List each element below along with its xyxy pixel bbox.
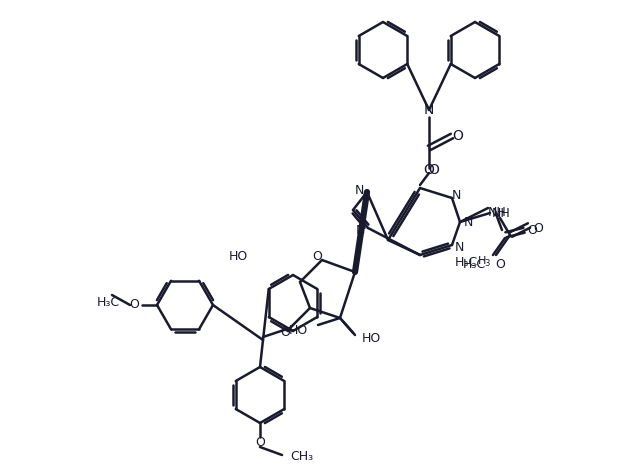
Text: N: N <box>424 103 434 117</box>
Text: HO: HO <box>362 331 381 345</box>
Text: CH₃: CH₃ <box>290 451 313 463</box>
Text: O: O <box>452 129 463 143</box>
Text: H₃C: H₃C <box>455 256 478 268</box>
Text: O: O <box>280 327 290 339</box>
Text: O: O <box>495 258 505 271</box>
Text: O: O <box>424 163 435 177</box>
Text: O: O <box>527 224 537 236</box>
Text: N: N <box>451 188 461 202</box>
Text: 3: 3 <box>484 258 490 267</box>
Text: N: N <box>454 241 464 253</box>
Text: NH: NH <box>488 205 507 219</box>
Text: H₃C: H₃C <box>97 296 120 308</box>
Text: O: O <box>312 251 322 264</box>
Text: O: O <box>429 163 440 177</box>
Text: HO: HO <box>289 323 308 337</box>
Text: HO: HO <box>228 251 248 264</box>
Text: N: N <box>355 183 364 196</box>
Text: H₃C: H₃C <box>463 258 486 271</box>
Text: H: H <box>478 256 486 266</box>
Text: N: N <box>463 216 473 228</box>
Text: O: O <box>255 437 265 449</box>
Text: N: N <box>355 224 365 236</box>
Text: O: O <box>533 221 543 235</box>
Text: O: O <box>129 298 139 312</box>
Text: NH: NH <box>492 206 511 219</box>
